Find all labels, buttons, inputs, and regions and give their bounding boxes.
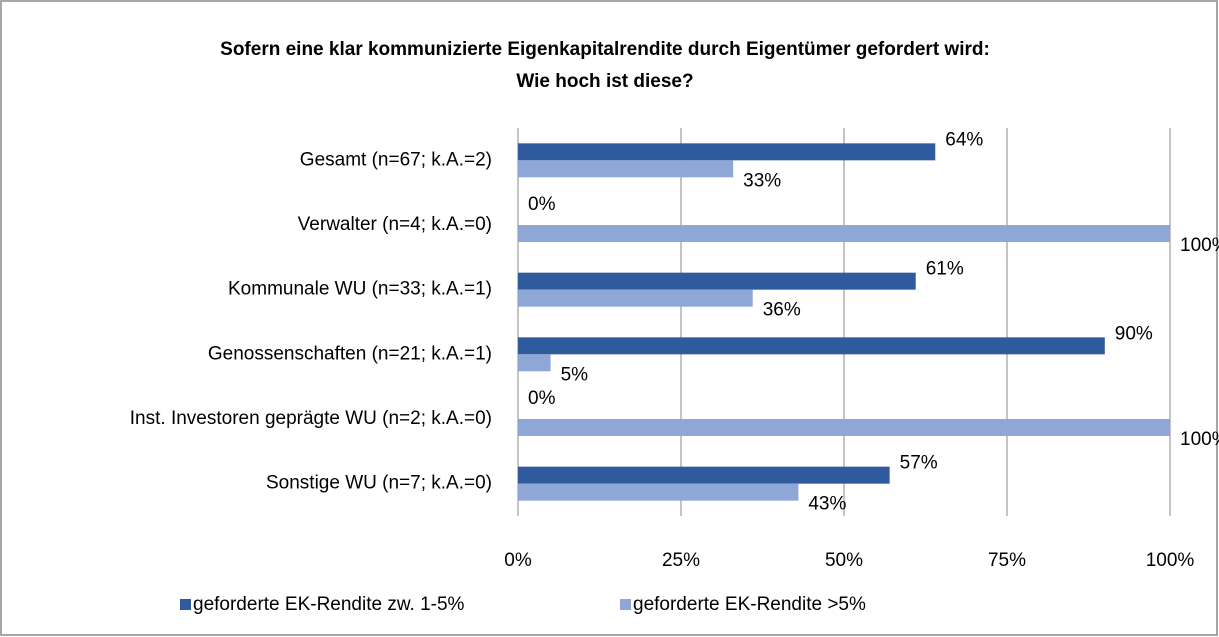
y-tick-label: Verwalter (n=4; k.A.=0) <box>298 214 492 235</box>
bar <box>518 225 1170 242</box>
x-tick-label: 25% <box>662 550 700 571</box>
bar <box>518 289 753 307</box>
bar <box>518 483 799 501</box>
data-label: 0% <box>528 194 556 215</box>
data-label: 0% <box>528 388 556 409</box>
data-label: 57% <box>900 453 938 474</box>
bar <box>518 354 551 372</box>
bar <box>518 143 936 161</box>
bar <box>518 160 734 178</box>
data-label: 61% <box>926 259 964 280</box>
data-label: 100% <box>1180 235 1219 256</box>
data-label: 5% <box>561 364 589 385</box>
chart-title: Wie hoch ist diese? <box>516 71 693 92</box>
y-tick-label: Inst. Investoren geprägte WU (n=2; k.A.=… <box>130 408 492 429</box>
legend-label: geforderte EK-Rendite >5% <box>633 594 866 615</box>
x-tick-label: 0% <box>504 550 532 571</box>
data-label: 100% <box>1180 429 1219 450</box>
data-label: 64% <box>945 129 983 150</box>
data-label: 33% <box>743 170 781 191</box>
data-label: 43% <box>808 494 846 515</box>
y-tick-label: Genossenschaften (n=21; k.A.=1) <box>208 343 492 364</box>
y-tick-label: Kommunale WU (n=33; k.A.=1) <box>228 279 492 300</box>
bar <box>518 466 890 484</box>
x-tick-label: 50% <box>825 550 863 571</box>
y-tick-label: Gesamt (n=67; k.A.=2) <box>300 149 492 170</box>
x-tick-label: 75% <box>988 550 1026 571</box>
bar <box>518 419 1170 436</box>
chart-title: Sofern eine klar kommunizierte Eigenkapi… <box>220 39 990 60</box>
legend-swatch <box>180 599 191 610</box>
bar <box>518 337 1105 355</box>
bar <box>518 272 916 290</box>
legend-label: geforderte EK-Rendite zw. 1-5% <box>193 594 465 615</box>
x-tick-label: 100% <box>1146 550 1195 571</box>
y-tick-label: Sonstige WU (n=7; k.A.=0) <box>266 473 492 494</box>
legend-swatch <box>620 599 631 610</box>
data-label: 90% <box>1115 323 1153 344</box>
data-label: 36% <box>763 300 801 321</box>
